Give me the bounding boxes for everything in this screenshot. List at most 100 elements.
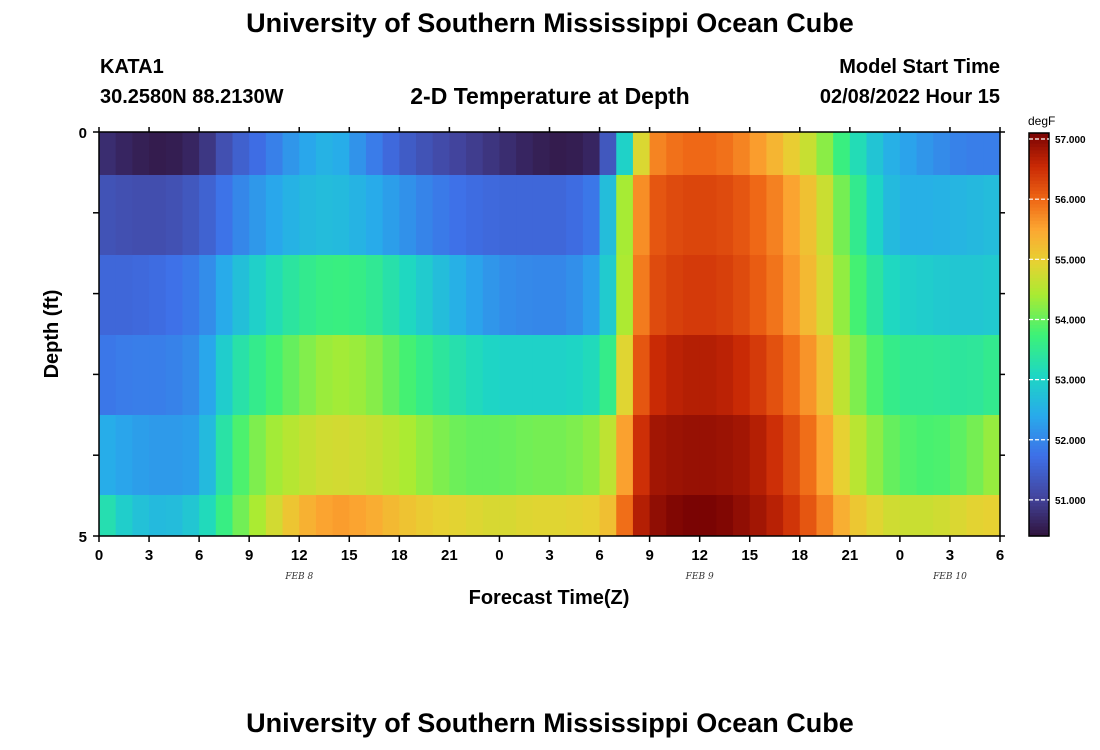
heatmap-cell — [182, 255, 200, 335]
heatmap-cell — [282, 415, 300, 495]
heatmap-cell — [232, 415, 250, 495]
heatmap-cell — [365, 335, 384, 415]
heatmap-cell — [232, 132, 250, 175]
heatmap-cell — [199, 255, 217, 335]
heatmap-cell — [716, 175, 734, 255]
heatmap-cell — [699, 335, 717, 415]
heatmap-cell — [149, 415, 167, 495]
heatmap-cell — [749, 175, 768, 255]
heatmap-cell — [365, 132, 384, 175]
heatmap-cell — [282, 495, 300, 536]
colorbar-segment — [1029, 462, 1049, 467]
x-tick-label: 6 — [996, 547, 1004, 564]
colorbar-segment — [1029, 381, 1049, 386]
colorbar-segment — [1029, 452, 1049, 456]
heatmap-cell — [799, 132, 818, 175]
heatmap-cell — [516, 132, 534, 175]
heatmap-cell — [582, 495, 601, 536]
heatmap-cell — [332, 255, 350, 335]
heatmap-cell — [983, 255, 1001, 335]
heatmap-cell — [315, 335, 334, 415]
heatmap-cell — [199, 335, 217, 415]
colorbar-segment — [1029, 263, 1049, 268]
heatmap-cell — [399, 495, 417, 536]
heatmap-cell — [566, 415, 584, 495]
heatmap-cell — [416, 335, 434, 415]
colorbar-segment — [1029, 220, 1049, 225]
colorbar-segment — [1029, 532, 1049, 537]
heatmap-cell — [933, 175, 951, 255]
heatmap-cell — [215, 335, 234, 415]
heatmap-cell — [699, 175, 717, 255]
heatmap-cell — [432, 495, 450, 536]
heatmap-cell — [249, 495, 267, 536]
colorbar-segment — [1029, 253, 1049, 258]
heatmap-cell — [649, 335, 667, 415]
heatmap-cell — [949, 335, 968, 415]
colorbar-tick-label: 51.000 — [1055, 496, 1086, 507]
heatmap-cell — [966, 335, 984, 415]
heatmap-cell — [883, 335, 901, 415]
heatmap-cell — [849, 415, 868, 495]
heatmap-cell — [833, 335, 851, 415]
heatmap-cell — [365, 415, 384, 495]
heatmap-cell — [799, 415, 818, 495]
heatmap-cell — [499, 175, 517, 255]
colorbar-segment — [1029, 408, 1049, 413]
heatmap-cell — [182, 415, 200, 495]
heatmap-cell — [399, 255, 417, 335]
plot-title: 2-D Temperature at Depth — [410, 83, 690, 109]
heatmap-cell — [332, 132, 350, 175]
heatmap-cell — [249, 175, 267, 255]
heatmap-cell — [532, 255, 551, 335]
heatmap-cell — [332, 415, 350, 495]
colorbar-tick-label: 57.000 — [1055, 135, 1086, 146]
heatmap-cell — [632, 415, 651, 495]
x-tick-label: 12 — [691, 547, 708, 564]
heatmap-cell — [682, 495, 701, 536]
heatmap-cell — [416, 132, 434, 175]
colorbar-segment — [1029, 327, 1049, 332]
heatmap-cell — [265, 175, 284, 255]
heatmap-cell — [466, 175, 484, 255]
heatmap-cell — [616, 495, 634, 536]
heatmap-cell — [916, 335, 934, 415]
heatmap-cell — [299, 255, 317, 335]
heatmap-cell — [115, 175, 133, 255]
colorbar-segment — [1029, 294, 1049, 299]
heatmap-cell — [182, 175, 200, 255]
heatmap-cell — [499, 335, 517, 415]
y-axis: 05 — [79, 125, 1005, 546]
heatmap-cell — [482, 175, 501, 255]
heatmap-cell — [682, 255, 701, 335]
colorbar-segment — [1029, 139, 1049, 144]
heatmap-cell — [549, 255, 567, 335]
colorbar-segment — [1029, 277, 1049, 282]
heatmap-cell — [682, 175, 701, 255]
heatmap-cell — [365, 495, 384, 536]
x-tick-label: 18 — [391, 547, 408, 564]
heatmap-cell — [199, 495, 217, 536]
heatmap-cell — [349, 495, 367, 536]
heatmap-cell — [749, 495, 768, 536]
colorbar-segment — [1029, 401, 1049, 406]
heatmap-cell — [666, 132, 684, 175]
heatmap-cell — [883, 255, 901, 335]
colorbar-segment — [1029, 203, 1049, 208]
heatmap-cell — [516, 415, 534, 495]
colorbar-segment — [1029, 173, 1049, 178]
heatmap-cell — [933, 335, 951, 415]
heatmap-cell — [816, 495, 834, 536]
heatmap-cell — [966, 132, 984, 175]
colorbar-segment — [1029, 210, 1049, 215]
heatmap-cell — [365, 175, 384, 255]
heatmap-cell — [315, 255, 334, 335]
heatmap-cell — [983, 495, 1001, 536]
heatmap-cell — [966, 415, 984, 495]
heatmap-cell — [566, 335, 584, 415]
x-tick-label: 9 — [245, 547, 253, 564]
colorbar-segment — [1029, 230, 1049, 235]
colorbar-segment — [1029, 455, 1049, 460]
station-coordinates: 30.2580N 88.2130W — [100, 86, 284, 108]
colorbar-segment — [1029, 250, 1049, 255]
